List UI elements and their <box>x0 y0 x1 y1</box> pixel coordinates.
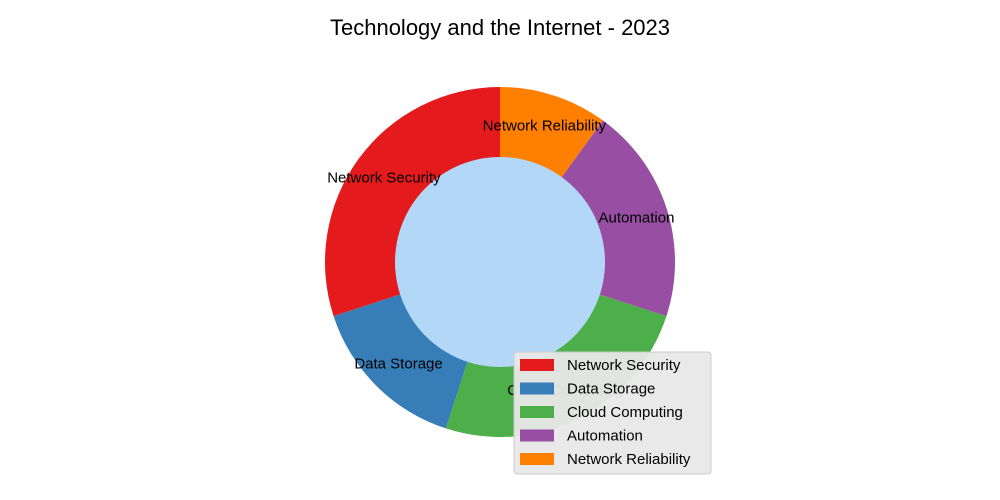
slice-label-network-security: Network Security <box>327 170 441 187</box>
slice-label-automation: Automation <box>599 210 675 227</box>
legend: Network Security Data Storage Cloud Comput… <box>513 351 712 475</box>
legend-label-network-reliability: Network Reliability <box>567 451 691 468</box>
slice-label-data-storage: Data Storage <box>354 355 442 372</box>
chart-title: Technology and the Internet - 2023 <box>330 15 670 40</box>
legend-swatch-network-security <box>520 359 554 371</box>
legend-label-network-security: Network Security <box>567 357 681 374</box>
legend-label-data-storage: Data Storage <box>567 381 655 398</box>
donut-center <box>395 157 605 367</box>
legend-label-cloud-computing: Cloud Computing <box>567 404 683 421</box>
legend-label-automation: Automation <box>567 428 643 445</box>
legend-swatch-network-reliability <box>520 453 554 465</box>
slice-label-network-reliability: Network Reliability <box>483 118 607 135</box>
legend-swatch-automation <box>520 429 554 442</box>
legend-swatch-data-storage <box>520 382 554 395</box>
legend-box <box>513 351 712 475</box>
legend-swatch-cloud-computing <box>520 406 554 418</box>
